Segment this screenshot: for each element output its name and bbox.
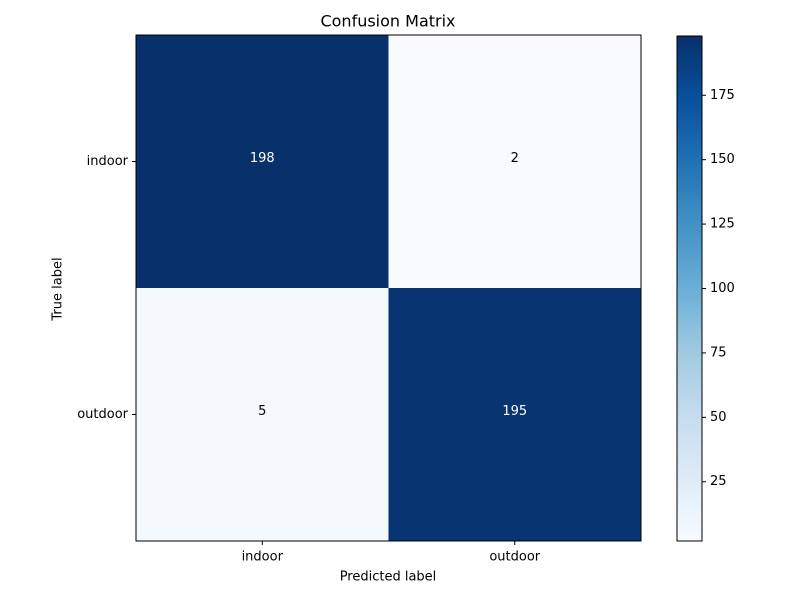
- x-tick-label: outdoor: [489, 550, 540, 565]
- colorbar-tick-label: 175: [710, 88, 735, 103]
- x-tick-label: indoor: [242, 550, 284, 565]
- heatmap-cell: [388, 288, 641, 541]
- y-tick-label: outdoor: [77, 407, 128, 422]
- colorbar-tick-label: 100: [710, 281, 735, 296]
- colorbar-tick-label: 125: [710, 217, 735, 232]
- heatmap-cell: [388, 35, 641, 288]
- cell-label: 198: [250, 151, 275, 166]
- colorbar-tick-label: 75: [710, 345, 727, 360]
- y-axis-label: True label: [51, 257, 66, 321]
- chart-title: Confusion Matrix: [320, 12, 455, 31]
- heatmap-cell: [136, 288, 389, 541]
- colorbar-tick-label: 25: [710, 474, 727, 489]
- cell-label: 5: [258, 404, 266, 419]
- x-axis-label: Predicted label: [340, 570, 437, 585]
- plot-frame: [135, 34, 642, 542]
- colorbar-tick-label: 150: [710, 152, 735, 167]
- colorbar-tick-label: 50: [710, 410, 727, 425]
- cell-label: 2: [511, 151, 519, 166]
- heatmap-cell: [136, 35, 389, 288]
- y-tick-label: indoor: [87, 154, 129, 169]
- colorbar: [676, 35, 703, 542]
- cell-label: 195: [502, 404, 527, 419]
